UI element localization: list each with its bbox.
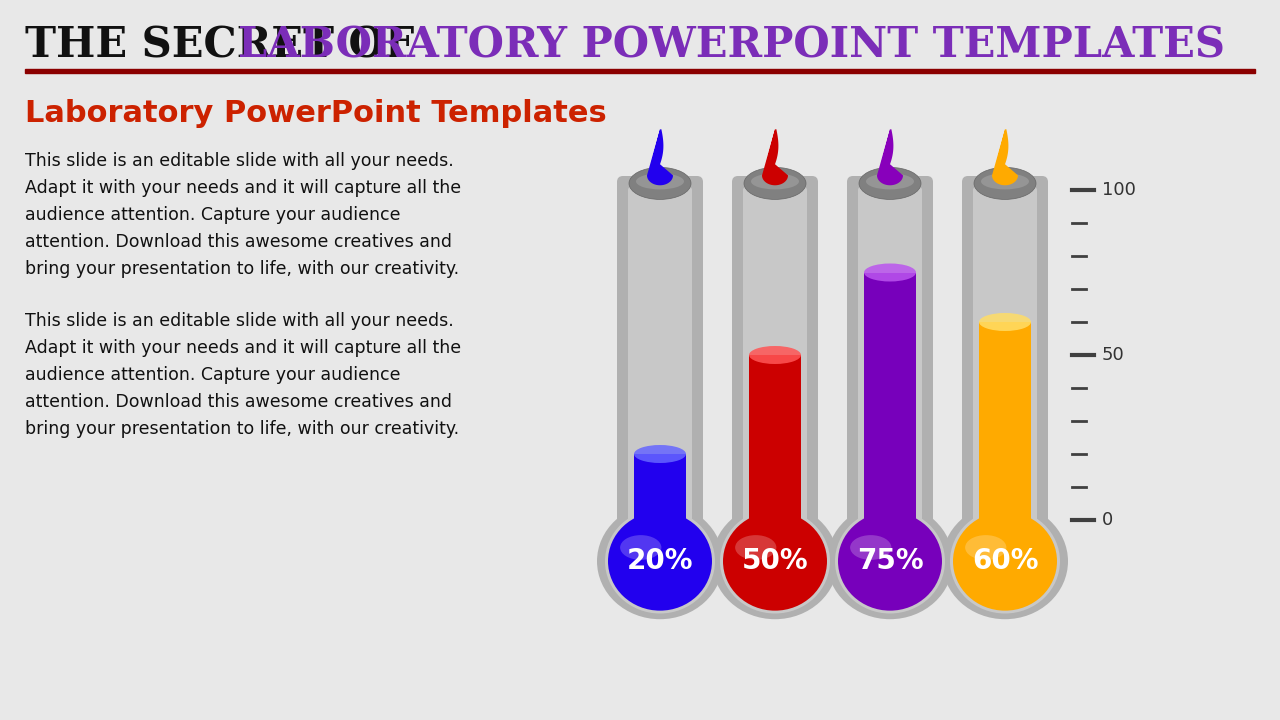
Bar bbox=[26, 68, 1254, 73]
Ellipse shape bbox=[980, 174, 1029, 189]
Ellipse shape bbox=[827, 503, 954, 619]
Ellipse shape bbox=[864, 264, 916, 282]
Ellipse shape bbox=[979, 313, 1030, 331]
Bar bbox=[749, 518, 801, 562]
Text: THE SECRET OF: THE SECRET OF bbox=[26, 24, 429, 66]
Bar bbox=[749, 355, 801, 520]
FancyBboxPatch shape bbox=[617, 176, 703, 534]
Ellipse shape bbox=[620, 535, 662, 560]
FancyBboxPatch shape bbox=[742, 187, 806, 523]
FancyBboxPatch shape bbox=[732, 176, 818, 534]
Bar bbox=[634, 518, 686, 562]
Text: This slide is an editable slide with all your needs.
Adapt it with your needs an: This slide is an editable slide with all… bbox=[26, 312, 461, 438]
Ellipse shape bbox=[838, 512, 942, 611]
Bar bbox=[864, 272, 916, 520]
Ellipse shape bbox=[723, 512, 827, 611]
Text: This slide is an editable slide with all your needs.
Adapt it with your needs an: This slide is an editable slide with all… bbox=[26, 152, 461, 278]
Ellipse shape bbox=[636, 174, 684, 189]
Ellipse shape bbox=[974, 167, 1036, 199]
FancyBboxPatch shape bbox=[963, 176, 1048, 534]
Ellipse shape bbox=[719, 509, 829, 613]
Ellipse shape bbox=[605, 509, 716, 613]
FancyBboxPatch shape bbox=[973, 187, 1037, 523]
Text: 100: 100 bbox=[1102, 181, 1135, 199]
Ellipse shape bbox=[965, 535, 1006, 560]
Text: 0: 0 bbox=[1102, 511, 1114, 529]
Text: 20%: 20% bbox=[627, 547, 694, 575]
Bar bbox=[979, 518, 1030, 562]
Ellipse shape bbox=[608, 512, 712, 611]
Ellipse shape bbox=[749, 346, 801, 364]
Bar bbox=[864, 518, 916, 562]
Ellipse shape bbox=[596, 503, 723, 619]
Text: LABORATORY POWERPOINT TEMPLATES: LABORATORY POWERPOINT TEMPLATES bbox=[238, 24, 1225, 66]
Bar bbox=[979, 322, 1030, 520]
Polygon shape bbox=[992, 129, 1018, 185]
Text: 75%: 75% bbox=[856, 547, 923, 575]
Polygon shape bbox=[762, 129, 788, 185]
Ellipse shape bbox=[835, 509, 945, 613]
Ellipse shape bbox=[634, 445, 686, 463]
Polygon shape bbox=[646, 129, 673, 185]
FancyBboxPatch shape bbox=[628, 187, 692, 523]
Ellipse shape bbox=[628, 167, 691, 199]
Ellipse shape bbox=[751, 174, 799, 189]
Polygon shape bbox=[877, 129, 902, 185]
Ellipse shape bbox=[712, 503, 838, 619]
Ellipse shape bbox=[950, 509, 1060, 613]
Text: 50%: 50% bbox=[741, 547, 808, 575]
Text: 50: 50 bbox=[1102, 346, 1125, 364]
Ellipse shape bbox=[859, 167, 922, 199]
Ellipse shape bbox=[867, 174, 914, 189]
Ellipse shape bbox=[942, 503, 1068, 619]
Text: 60%: 60% bbox=[972, 547, 1038, 575]
Ellipse shape bbox=[954, 512, 1057, 611]
FancyBboxPatch shape bbox=[847, 176, 933, 534]
FancyBboxPatch shape bbox=[858, 187, 922, 523]
Bar bbox=[634, 454, 686, 520]
Ellipse shape bbox=[735, 535, 777, 560]
Ellipse shape bbox=[850, 535, 891, 560]
Text: Laboratory PowerPoint Templates: Laboratory PowerPoint Templates bbox=[26, 99, 607, 127]
Ellipse shape bbox=[744, 167, 806, 199]
